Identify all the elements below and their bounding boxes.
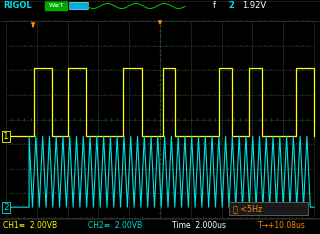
- Text: f: f: [213, 1, 216, 11]
- Bar: [45, 1, 67, 10]
- Text: CH2≡  2.00VB: CH2≡ 2.00VB: [88, 222, 142, 230]
- FancyBboxPatch shape: [70, 2, 88, 10]
- Text: CH1≡  2.00VB: CH1≡ 2.00VB: [3, 222, 57, 230]
- Text: W≡T: W≡T: [48, 3, 64, 8]
- Text: 2: 2: [3, 203, 9, 212]
- FancyBboxPatch shape: [229, 202, 308, 216]
- Text: T→+10.08us: T→+10.08us: [258, 222, 306, 230]
- Text: 2: 2: [228, 1, 234, 11]
- Text: RIGOL: RIGOL: [3, 1, 32, 11]
- Text: Time  2.000us: Time 2.000us: [172, 222, 226, 230]
- Text: Ⓣ <5Hz: Ⓣ <5Hz: [233, 205, 262, 213]
- Text: 1.92V: 1.92V: [242, 1, 266, 11]
- Text: 1: 1: [3, 132, 9, 141]
